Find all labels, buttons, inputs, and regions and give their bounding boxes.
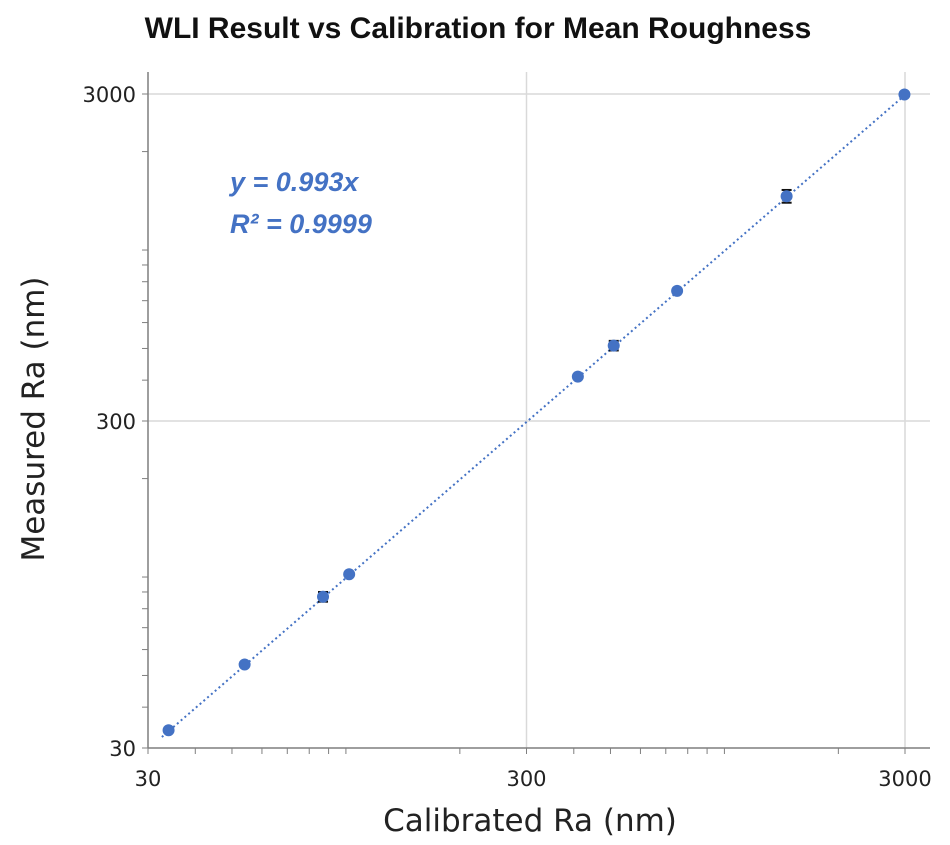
data-point (780, 190, 793, 203)
x-tick-label: 300 (506, 767, 546, 791)
x-tick-label: 30 (135, 767, 162, 791)
y-tick-label: 300 (96, 410, 136, 434)
data-points (162, 88, 911, 737)
grid (148, 72, 930, 748)
x-tick-label: 3000 (878, 767, 931, 791)
data-point (671, 284, 684, 297)
data-point (238, 658, 251, 671)
y-axis-title: Measured Ra (nm) (16, 276, 52, 561)
chart-title: WLI Result vs Calibration for Mean Rough… (145, 12, 812, 45)
data-point (317, 590, 330, 603)
r-squared-label: R² = 0.9999 (230, 209, 372, 239)
y-tick-label: 30 (109, 737, 136, 761)
data-point (343, 568, 356, 581)
data-point (571, 370, 584, 383)
x-axis-title: Calibrated Ra (nm) (383, 803, 677, 839)
trendline (161, 94, 906, 738)
trendline-equation: y = 0.993x (228, 167, 359, 197)
trendline-layer (161, 94, 906, 738)
tick-labels: 30 300 3000 30 300 3000 (83, 83, 932, 791)
data-point (162, 724, 175, 737)
axes (142, 72, 930, 754)
data-point (898, 88, 911, 101)
data-point (607, 339, 620, 352)
y-tick-label: 3000 (83, 83, 136, 107)
